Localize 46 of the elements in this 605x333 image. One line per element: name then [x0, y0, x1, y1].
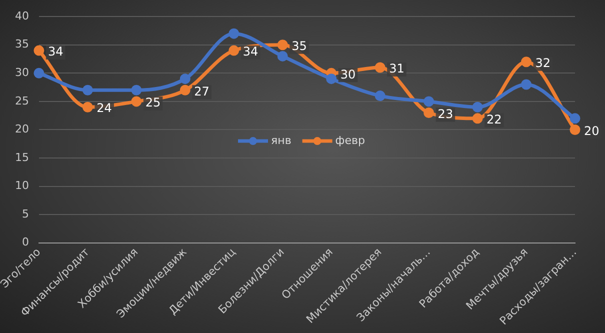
y-tick-label: 35: [14, 38, 29, 51]
data-label: 23: [438, 106, 454, 121]
point: [228, 28, 240, 39]
legend-label: янв: [271, 134, 292, 147]
point: [34, 68, 44, 78]
point: [472, 102, 483, 112]
point: [570, 113, 580, 124]
point: [374, 90, 386, 102]
y-tick-label: 40: [14, 9, 29, 22]
y-tick-label: 30: [14, 66, 29, 80]
point: [374, 62, 386, 73]
point: [228, 45, 240, 56]
data-label: 35: [292, 39, 307, 54]
point: [34, 45, 44, 56]
data-label: 25: [145, 96, 161, 110]
data-label: 34: [242, 44, 258, 59]
data-label: 24: [96, 101, 112, 116]
y-tick-label: 10: [14, 179, 29, 192]
point: [131, 96, 142, 107]
data-label: 27: [194, 84, 210, 98]
data-label: 31: [389, 62, 404, 76]
y-tick-label: 5: [22, 207, 29, 220]
point: [472, 113, 483, 124]
y-tick-label: 25: [14, 94, 29, 108]
point: [277, 40, 288, 50]
y-tick-label: 20: [14, 122, 29, 136]
point: [521, 79, 532, 90]
point: [277, 50, 288, 62]
data-label: 34: [48, 44, 64, 59]
data-label: 22: [486, 112, 502, 127]
data-label: 20: [584, 124, 600, 138]
point: [82, 84, 93, 96]
legend-label: февр: [335, 134, 365, 147]
y-tick-label: 0: [22, 236, 29, 249]
point: [521, 56, 532, 68]
point: [424, 96, 434, 107]
y-tick-label: 15: [14, 150, 29, 164]
point: [180, 84, 190, 96]
point: [82, 102, 93, 112]
data-label: 32: [535, 56, 551, 70]
data-label: 30: [340, 67, 356, 82]
point: [326, 74, 337, 84]
point: [570, 124, 580, 135]
point: [180, 74, 190, 84]
point: [131, 84, 142, 96]
point: [424, 108, 434, 118]
